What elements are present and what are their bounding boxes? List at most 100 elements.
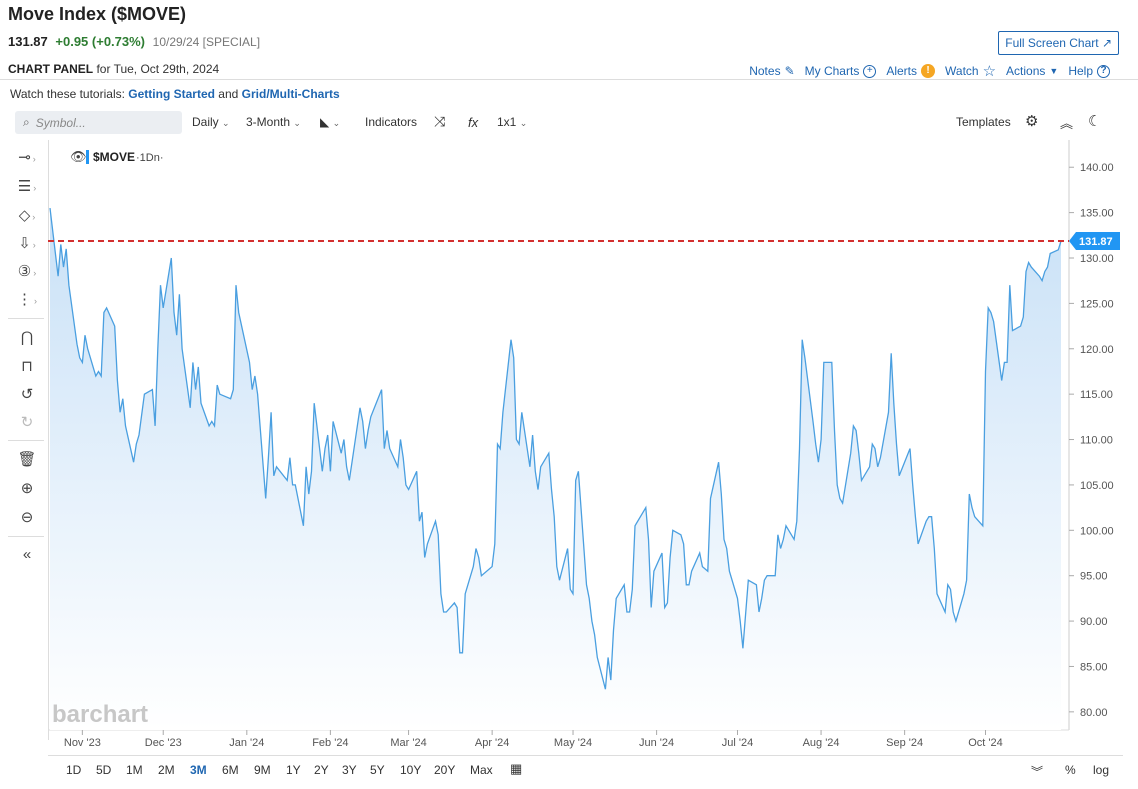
collapse-left-icon[interactable]: « bbox=[22, 546, 32, 563]
symbol-placeholder: Symbol... bbox=[35, 115, 86, 130]
eye-icon[interactable]: 👁 bbox=[70, 150, 87, 165]
actions-menu[interactable]: Actions ▼ bbox=[1006, 64, 1058, 78]
range-button-2y[interactable]: 2Y bbox=[314, 763, 329, 777]
y-tick-label: 135.00 bbox=[1080, 208, 1114, 220]
x-tick-label: Jun '24 bbox=[639, 737, 674, 749]
calendar-icon[interactable]: ▦ bbox=[510, 761, 523, 776]
shape-tool-icon[interactable]: ◇ › bbox=[18, 207, 36, 224]
templates-button[interactable]: Templates bbox=[956, 115, 1011, 129]
series-legend: 👁 $MOVE ·1Dn· bbox=[70, 150, 164, 165]
help-link[interactable]: Help? bbox=[1068, 64, 1110, 78]
range-button-6m[interactable]: 6M bbox=[222, 763, 239, 777]
layout-select[interactable]: 1x1 ⌄ bbox=[497, 115, 527, 129]
interval-label: Daily bbox=[192, 115, 219, 129]
legend-symbol: $MOVE bbox=[93, 150, 135, 164]
x-tick-label: Oct '24 bbox=[968, 737, 1003, 749]
shuffle-icon[interactable]: ⤨ bbox=[434, 113, 446, 129]
notes-label: Notes bbox=[749, 64, 781, 78]
price-badge-label: 131.87 bbox=[1079, 236, 1113, 248]
notes-link[interactable]: Notes ✎ bbox=[749, 64, 794, 78]
star-icon: ☆ bbox=[982, 63, 997, 80]
chart-type-select[interactable]: ◣ ⌄ bbox=[320, 115, 340, 129]
y-tick-label: 115.00 bbox=[1080, 389, 1113, 401]
gear-icon[interactable]: ⚙ bbox=[1025, 113, 1039, 130]
range-button-20y[interactable]: 20Y bbox=[434, 763, 456, 777]
x-axis-ticks: Nov '23 Dec '23 Jan '24 Feb '24 Mar '24 Apr '… bbox=[64, 730, 1003, 749]
price-change: +0.95 (+0.73%) bbox=[55, 34, 146, 49]
alerts-link[interactable]: Alerts! bbox=[886, 64, 936, 78]
range-button-1y[interactable]: 1Y bbox=[286, 763, 301, 777]
x-tick-label: Mar '24 bbox=[390, 737, 426, 749]
question-circle-icon: ? bbox=[1097, 64, 1110, 78]
grid-multi-charts-link[interactable]: Grid/Multi-Charts bbox=[241, 87, 340, 101]
percent-toggle[interactable]: % bbox=[1065, 763, 1076, 777]
y-axis-ticks: 80.00 85.00 90.00 95.00 100.00 105.00 110.00 11… bbox=[1069, 162, 1114, 719]
y-tick-label: 95.00 bbox=[1080, 571, 1108, 583]
series-line bbox=[49, 208, 1062, 690]
range-button-2m[interactable]: 2M bbox=[158, 763, 175, 777]
quote-line: 131.87 +0.95 (+0.73%) 10/29/24 [SPECIAL] bbox=[8, 34, 260, 49]
y-tick-label: 85.00 bbox=[1080, 661, 1108, 673]
series-area-fill bbox=[50, 208, 1061, 731]
y-tick-label: 120.00 bbox=[1080, 344, 1114, 356]
range-button-5d[interactable]: 5D bbox=[96, 763, 112, 777]
indicators-button[interactable]: Indicators bbox=[365, 115, 418, 129]
pattern-tool-icon[interactable]: ⋮ › bbox=[17, 291, 37, 308]
line-tool-icon[interactable]: ⊸ › bbox=[18, 149, 36, 166]
toolbar-divider bbox=[8, 536, 44, 537]
range-button-3y[interactable]: 3Y bbox=[342, 763, 357, 777]
interval-select[interactable]: Daily ⌄ bbox=[192, 115, 230, 129]
alerts-label: Alerts bbox=[886, 64, 918, 78]
chart-toolbar: ⌕ Symbol... Daily ⌄ 3-Month ⌄ ◣ ⌄ Indica… bbox=[10, 110, 1130, 136]
full-screen-chart-button[interactable]: Full Screen Chart ↗ bbox=[998, 31, 1119, 55]
annotation-tool-icon[interactable]: ③ › bbox=[17, 263, 37, 280]
zoom-out-icon[interactable]: ⊖ bbox=[20, 509, 34, 526]
chart-panel-date: for Tue, Oct 29th, 2024 bbox=[96, 62, 220, 76]
unlock-icon[interactable]: ⊓ bbox=[21, 358, 33, 375]
log-toggle[interactable]: log bbox=[1093, 763, 1110, 777]
expand-down-icon[interactable]: ︾ bbox=[1031, 765, 1044, 779]
dark-mode-icon[interactable]: ☾ bbox=[1088, 113, 1102, 130]
y-tick-label: 110.00 bbox=[1080, 435, 1113, 447]
y-tick-label: 105.00 bbox=[1080, 480, 1114, 492]
range-button-1d[interactable]: 1D bbox=[66, 763, 82, 777]
chevron-down-icon: ⌄ bbox=[222, 118, 230, 128]
trash-icon[interactable]: 🗑 bbox=[17, 451, 37, 468]
my-charts-link[interactable]: My Charts + bbox=[805, 64, 877, 78]
alert-icon: ! bbox=[921, 64, 936, 78]
caret-down-icon: ▼ bbox=[1049, 66, 1059, 76]
collapse-up-icon[interactable]: ︽ bbox=[1060, 116, 1074, 131]
y-tick-label: 90.00 bbox=[1080, 616, 1108, 628]
magnet-icon[interactable]: ⋂ bbox=[20, 329, 34, 346]
range-button-max[interactable]: Max bbox=[470, 763, 493, 777]
period-label: 3-Month bbox=[246, 115, 291, 129]
range-button-1m[interactable]: 1M bbox=[126, 763, 143, 777]
x-tick-label: Dec '23 bbox=[145, 737, 182, 749]
range-button-9m[interactable]: 9M bbox=[254, 763, 271, 777]
price-chart[interactable]: 80.00 85.00 90.00 95.00 100.00 105.00 110.00 11… bbox=[48, 140, 1123, 752]
range-button-3m[interactable]: 3M bbox=[190, 763, 207, 777]
range-button-10y[interactable]: 10Y bbox=[400, 763, 422, 777]
x-tick-label: Jan '24 bbox=[229, 737, 264, 749]
watch-label: Watch bbox=[945, 64, 979, 78]
zoom-in-icon[interactable]: ⊕ bbox=[20, 480, 34, 497]
y-tick-label: 140.00 bbox=[1080, 162, 1114, 174]
fib-tool-icon[interactable]: ☰ › bbox=[17, 178, 37, 195]
fx-button[interactable]: fx bbox=[468, 115, 479, 130]
range-button-5y[interactable]: 5Y bbox=[370, 763, 385, 777]
arrow-tool-icon[interactable]: ⇩ › bbox=[18, 235, 36, 252]
undo-icon[interactable]: ↺ bbox=[20, 386, 34, 403]
actions-label: Actions bbox=[1006, 64, 1046, 78]
getting-started-link[interactable]: Getting Started bbox=[128, 87, 215, 101]
symbol-search-input[interactable]: ⌕ Symbol... bbox=[15, 111, 182, 134]
last-price: 131.87 bbox=[8, 34, 48, 49]
my-charts-label: My Charts bbox=[804, 64, 860, 78]
quote-date: 10/29/24 [SPECIAL] bbox=[152, 35, 261, 49]
edit-icon: ✎ bbox=[784, 64, 795, 78]
redo-icon[interactable]: ↻ bbox=[20, 414, 34, 431]
watch-link[interactable]: Watch ☆ bbox=[945, 62, 996, 80]
plot-area bbox=[48, 208, 1069, 731]
period-select[interactable]: 3-Month ⌄ bbox=[246, 115, 301, 129]
panel-links: Notes ✎ My Charts + Alerts! Watch ☆ Actions… bbox=[749, 62, 1110, 80]
x-tick-label: Feb '24 bbox=[312, 737, 348, 749]
